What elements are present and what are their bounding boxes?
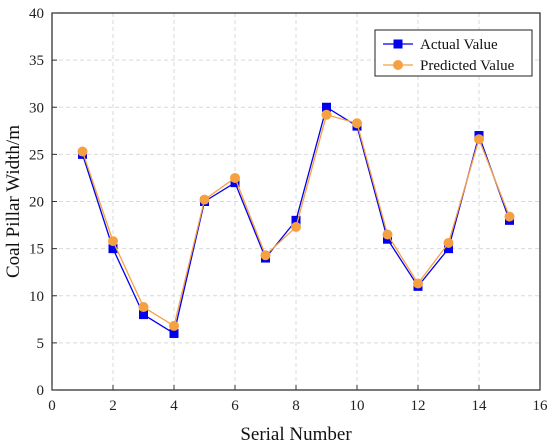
y-tick-label: 30 xyxy=(29,100,44,116)
y-tick-label: 5 xyxy=(37,336,45,352)
y-axis: 0 5 10 15 20 25 30 35 40 xyxy=(29,6,57,399)
y-tick-label: 15 xyxy=(29,242,44,258)
data-point xyxy=(139,310,148,320)
data-point xyxy=(443,237,454,248)
y-axis-title: Coal Pillar Width/m xyxy=(3,125,24,278)
x-tick-label: 12 xyxy=(411,398,426,414)
data-point xyxy=(138,302,149,313)
data-point xyxy=(321,109,332,120)
data-point xyxy=(199,194,210,205)
legend-label: Predicted Value xyxy=(420,58,515,74)
series-layer xyxy=(77,102,515,338)
data-point xyxy=(413,278,423,289)
data-point xyxy=(230,172,240,183)
data-point xyxy=(108,236,118,247)
data-point xyxy=(352,118,362,129)
x-tick-label: 4 xyxy=(170,398,178,414)
x-tick-label: 14 xyxy=(472,398,488,414)
data-point xyxy=(169,320,179,331)
y-tick-label: 25 xyxy=(29,147,44,163)
data-point xyxy=(77,146,88,157)
x-tick-label: 6 xyxy=(231,398,239,414)
legend-marker xyxy=(393,60,403,70)
legend: Actual Value Predicted Value xyxy=(374,29,533,77)
data-point xyxy=(474,134,484,145)
y-tick-label: 40 xyxy=(29,6,44,22)
x-tick-label: 2 xyxy=(109,398,117,414)
legend-marker xyxy=(393,39,403,49)
x-tick-label: 10 xyxy=(350,398,365,414)
y-tick-label: 10 xyxy=(29,289,44,305)
legend-item: Predicted Value xyxy=(383,58,515,74)
x-tick-label: 16 xyxy=(533,398,549,414)
y-tick-label: 0 xyxy=(37,383,45,399)
x-axis: 0 2 4 6 8 10 12 14 16 xyxy=(48,385,548,414)
x-axis-title: Serial Number xyxy=(240,424,352,445)
data-point xyxy=(291,221,301,232)
legend-item: Actual Value xyxy=(383,37,498,53)
series-predicted-value xyxy=(77,109,515,331)
data-point xyxy=(444,244,453,254)
y-tick-label: 35 xyxy=(29,53,44,69)
data-point xyxy=(504,211,515,222)
data-point xyxy=(291,215,301,225)
data-point xyxy=(322,102,331,112)
legend-label: Actual Value xyxy=(420,37,498,53)
x-tick-label: 8 xyxy=(292,398,300,414)
data-point xyxy=(108,244,118,254)
x-tick-label: 0 xyxy=(48,398,56,414)
data-point xyxy=(169,328,179,338)
y-tick-label: 20 xyxy=(29,195,44,211)
data-point xyxy=(382,229,393,240)
data-point xyxy=(260,250,271,261)
